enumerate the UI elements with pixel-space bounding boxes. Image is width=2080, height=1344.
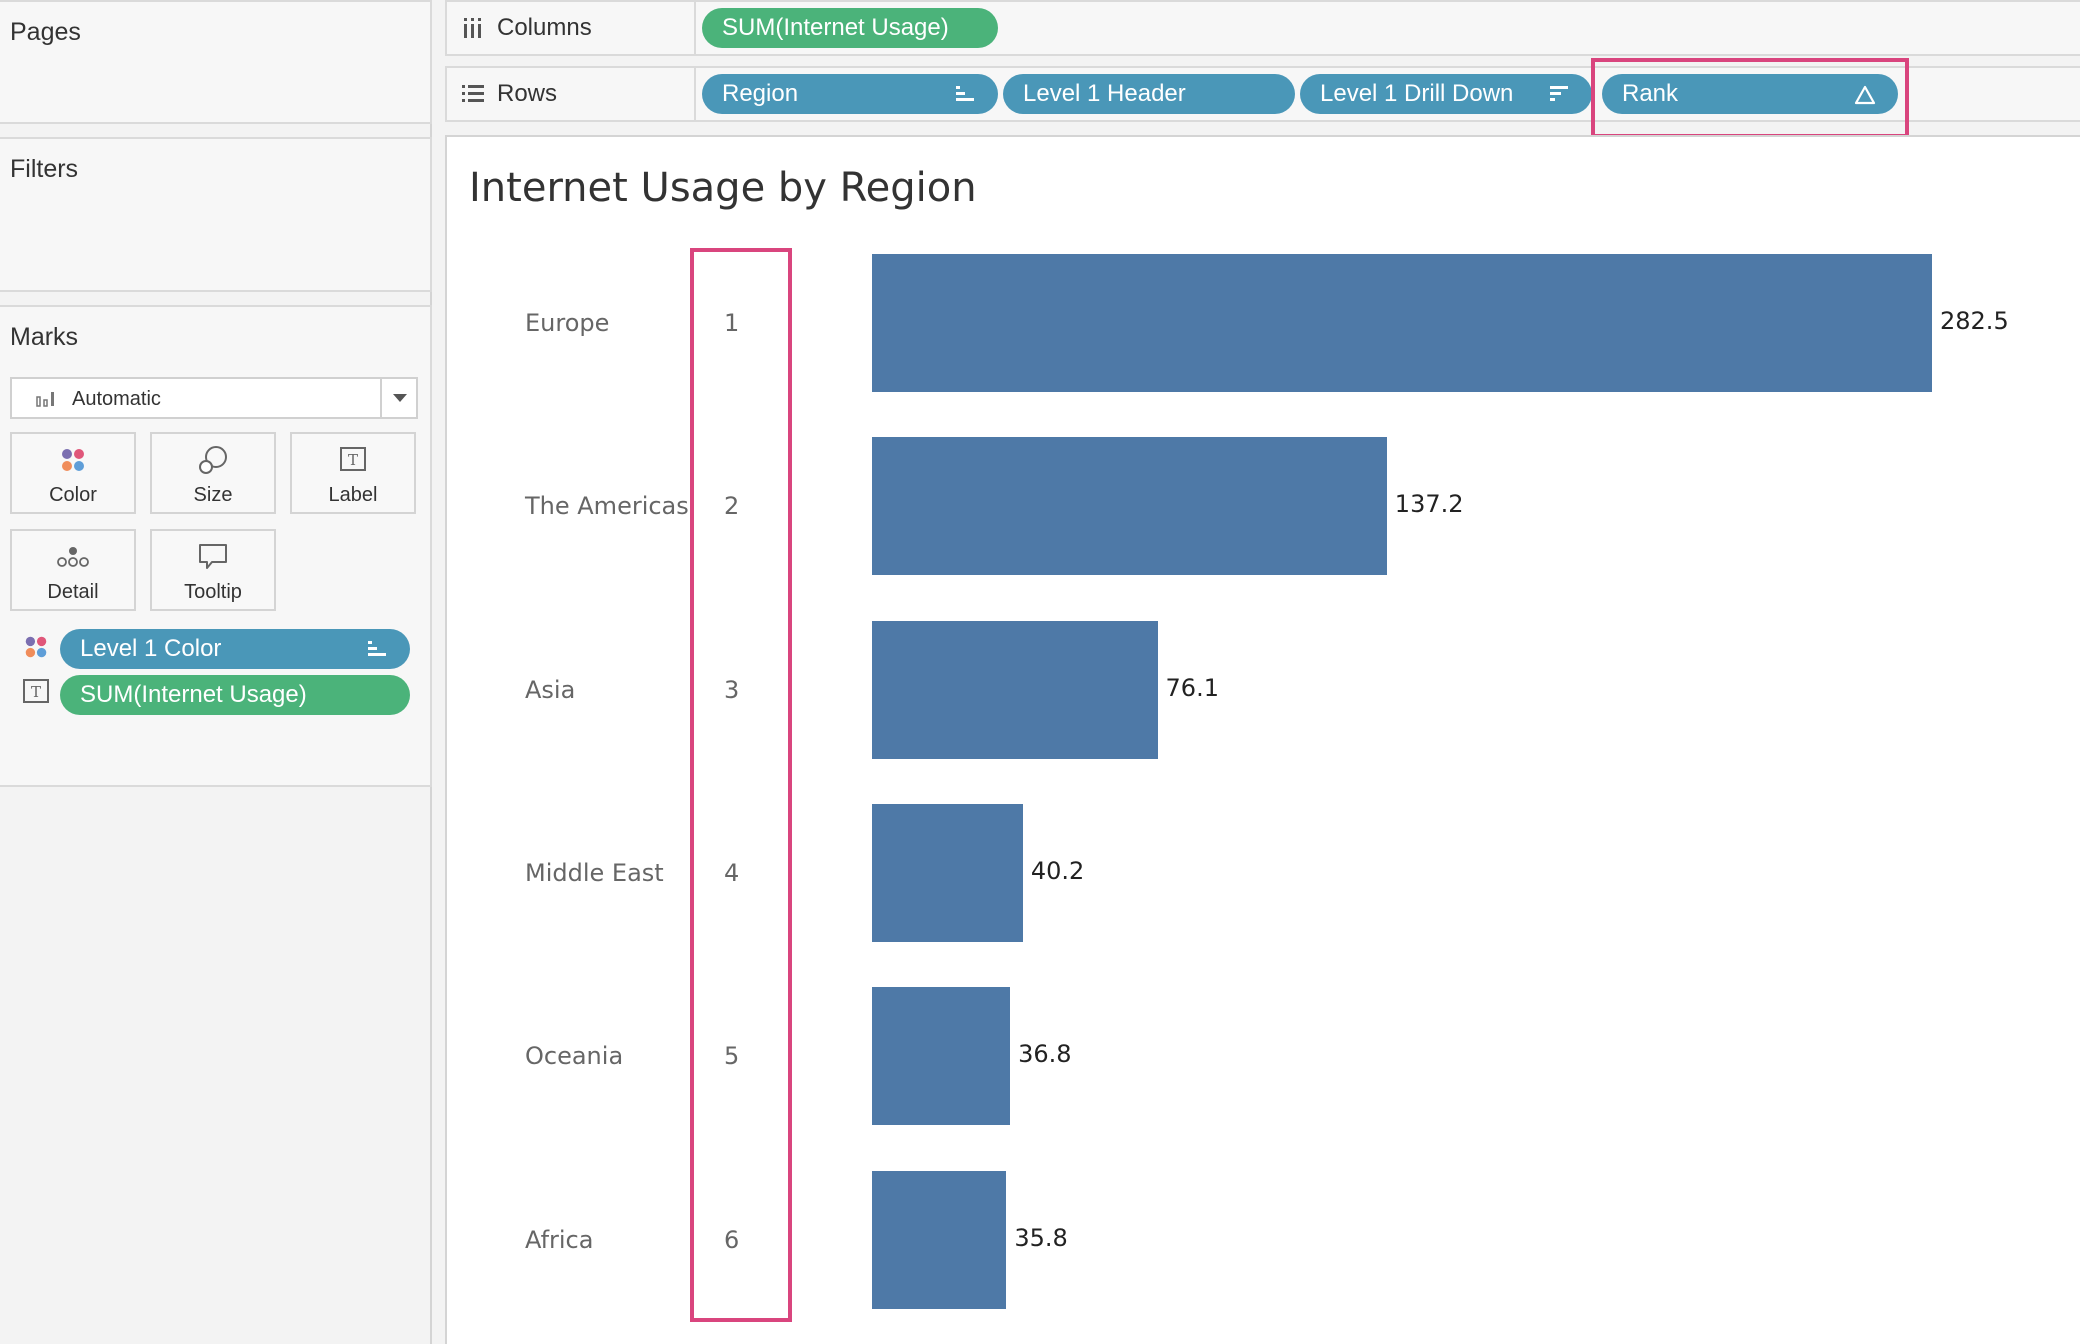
region-label[interactable]: Africa	[525, 1225, 594, 1254]
marks-card: Marks Automatic Color	[0, 305, 432, 787]
region-pill-label: Region	[722, 80, 799, 107]
text-label-icon: T	[292, 444, 414, 476]
bar[interactable]	[872, 987, 1011, 1126]
view-canvas: Internet Usage by Region Europe 1 282.5 The…	[445, 135, 2080, 1344]
rank-pill[interactable]: Rank	[1602, 74, 1898, 114]
detail-button-label: Detail	[47, 581, 99, 603]
color-dots-icon	[12, 444, 134, 476]
size-button[interactable]: Size	[150, 432, 276, 514]
sum-internet-usage-label-pill-label: SUM(Internet Usage)	[80, 681, 307, 708]
columns-shelf[interactable]: Columns SUM(Internet Usage)	[445, 0, 2080, 56]
chevron-down-icon[interactable]	[380, 379, 416, 417]
rank-label[interactable]: 4	[724, 858, 740, 887]
rows-shelf-label: Rows	[447, 68, 696, 120]
size-circles-icon	[152, 444, 274, 476]
tooltip-button[interactable]: Tooltip	[150, 529, 276, 611]
bar[interactable]	[872, 254, 1932, 392]
bar[interactable]	[872, 437, 1387, 576]
svg-text:T: T	[348, 451, 358, 469]
level1-header-pill-label: Level 1 Header	[1023, 80, 1186, 107]
filters-card[interactable]: Filters	[0, 137, 432, 292]
level1-header-pill[interactable]: Level 1 Header	[1003, 74, 1295, 114]
mark-type-select[interactable]: Automatic	[10, 377, 418, 419]
bar-value-label: 40.2	[1030, 856, 1085, 885]
mark-type-value: Automatic	[72, 388, 161, 410]
bar-value-label: 137.2	[1394, 490, 1464, 519]
tooltip-button-label: Tooltip	[184, 581, 242, 603]
svg-text:T: T	[31, 683, 41, 701]
region-label[interactable]: Europe	[525, 309, 610, 337]
detail-button[interactable]: Detail	[10, 529, 136, 611]
region-label[interactable]: Oceania	[525, 1042, 624, 1071]
rows-shelf[interactable]: Rows Region Level 1 Header Level 1 Drill…	[445, 66, 2080, 122]
sum-internet-usage-columns-pill-label: SUM(Internet Usage)	[722, 14, 949, 41]
sum-internet-usage-label-pill[interactable]: SUM(Internet Usage)	[60, 675, 410, 715]
bar-value-label: 35.8	[1014, 1223, 1068, 1252]
rows-icon	[462, 85, 484, 102]
sort-descending-icon	[1550, 86, 1568, 101]
rank-label[interactable]: 5	[724, 1042, 740, 1071]
label-button[interactable]: T Label	[290, 432, 416, 514]
color-button[interactable]: Color	[10, 432, 136, 514]
region-label[interactable]: Middle East	[525, 858, 664, 887]
rank-pill-highlight	[1591, 58, 1909, 138]
marks-title: Marks	[10, 323, 79, 351]
bar-chart-icon	[36, 392, 54, 407]
rank-pill-label: Rank	[1622, 80, 1679, 107]
rows-label: Rows	[497, 80, 558, 107]
pages-title: Pages	[10, 18, 81, 46]
sort-ascending-icon	[956, 86, 974, 101]
rank-label[interactable]: 3	[724, 675, 740, 704]
pages-card: Pages	[0, 0, 432, 124]
delta-triangle-icon	[1854, 85, 1876, 105]
bar[interactable]	[872, 1170, 1007, 1309]
columns-label: Columns	[497, 14, 592, 41]
columns-shelf-label: Columns	[447, 2, 696, 54]
level1-color-pill-label: Level 1 Color	[80, 635, 222, 662]
size-button-label: Size	[193, 484, 233, 506]
bar[interactable]	[872, 620, 1158, 759]
bar-value-label: 282.5	[1940, 307, 2009, 335]
level1-drill-down-pill-label: Level 1 Drill Down	[1320, 80, 1514, 107]
bar-value-label: 36.8	[1018, 1040, 1072, 1069]
detail-dots-icon	[12, 541, 134, 573]
text-label-icon: T	[22, 677, 50, 705]
rank-label[interactable]: 1	[724, 309, 740, 337]
sort-ascending-icon	[368, 641, 386, 656]
label-button-label: Label	[328, 484, 378, 506]
bar[interactable]	[872, 803, 1023, 942]
level1-color-pill[interactable]: Level 1 Color	[60, 629, 410, 669]
rank-label[interactable]: 2	[724, 492, 740, 521]
region-pill[interactable]: Region	[702, 74, 998, 114]
region-label[interactable]: Asia	[525, 675, 576, 704]
sum-internet-usage-columns-pill[interactable]: SUM(Internet Usage)	[702, 8, 998, 48]
rank-label[interactable]: 6	[724, 1225, 740, 1254]
columns-icon	[464, 18, 481, 38]
filters-title: Filters	[10, 155, 79, 183]
level1-drill-down-pill[interactable]: Level 1 Drill Down	[1300, 74, 1592, 114]
color-button-label: Color	[49, 484, 97, 506]
left-panel: Pages Filters Marks Automatic	[0, 0, 432, 1344]
rank-column-highlight	[690, 248, 792, 1322]
bar-value-label: 76.1	[1165, 673, 1219, 702]
speech-bubble-icon	[152, 541, 274, 573]
chart-title: Internet Usage by Region	[469, 165, 977, 211]
region-label[interactable]: The Americas	[525, 492, 689, 521]
color-dots-icon	[22, 633, 50, 661]
